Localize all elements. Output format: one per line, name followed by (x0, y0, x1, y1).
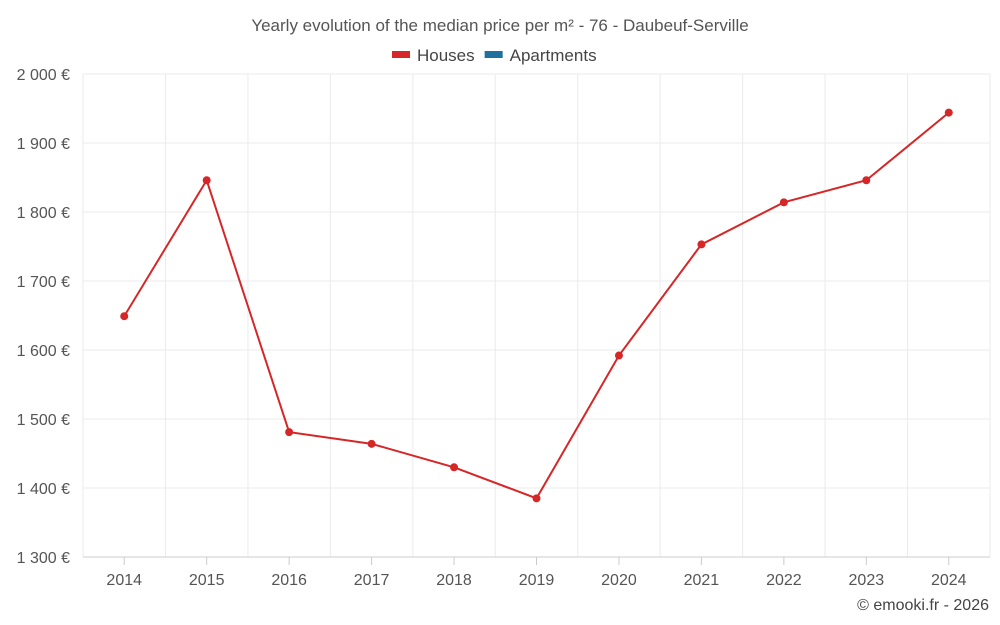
y-tick-label: 1 500 € (17, 412, 70, 429)
legend-swatch (392, 51, 410, 58)
x-tick-label: 2020 (601, 572, 637, 589)
y-tick-label: 1 900 € (17, 136, 70, 153)
x-tick-label: 2021 (684, 572, 720, 589)
x-tick-label: 2014 (106, 572, 142, 589)
data-point[interactable] (532, 494, 541, 503)
x-tick-label: 2019 (519, 572, 555, 589)
x-tick-label: 2017 (354, 572, 390, 589)
credit-text: © emooki.fr - 2026 (857, 597, 989, 614)
y-tick-label: 1 400 € (17, 481, 70, 498)
data-point[interactable] (779, 198, 788, 207)
legend-label[interactable]: Apartments (510, 46, 597, 65)
x-tick-label: 2022 (766, 572, 802, 589)
data-point[interactable] (202, 176, 211, 185)
vertical-gridlines (82, 74, 991, 557)
horizontal-gridlines (83, 73, 990, 558)
data-point[interactable] (614, 351, 623, 360)
chart-title: Yearly evolution of the median price per… (251, 16, 748, 35)
y-tick-label: 1 700 € (17, 274, 70, 291)
x-axis-ticks: 2014 2015 2016 2017 2018 2019 2020 2021 2022 2023… (106, 557, 967, 589)
y-tick-label: 1 300 € (17, 550, 70, 567)
x-tick-label: 2023 (849, 572, 885, 589)
data-point[interactable] (120, 312, 129, 321)
y-tick-label: 2 000 € (17, 67, 70, 84)
data-point[interactable] (285, 428, 294, 437)
x-tick-label: 2024 (931, 572, 967, 589)
data-point[interactable] (944, 108, 953, 117)
data-point[interactable] (697, 240, 706, 249)
x-tick-label: 2016 (271, 572, 307, 589)
legend: Houses Apartments (392, 46, 597, 65)
y-tick-label: 1 800 € (17, 205, 70, 222)
series-layer (120, 108, 953, 503)
legend-swatch (484, 51, 503, 58)
x-tick-label: 2018 (436, 572, 472, 589)
x-tick-label: 2015 (189, 572, 225, 589)
data-point[interactable] (862, 176, 871, 185)
data-point[interactable] (367, 439, 376, 448)
y-tick-label: 1 600 € (17, 343, 70, 360)
y-axis-ticks: 1 300 € 1 400 € 1 500 € 1 600 € 1 700 € 1 800… (17, 67, 70, 567)
legend-label[interactable]: Houses (417, 46, 475, 65)
data-point[interactable] (450, 463, 459, 472)
